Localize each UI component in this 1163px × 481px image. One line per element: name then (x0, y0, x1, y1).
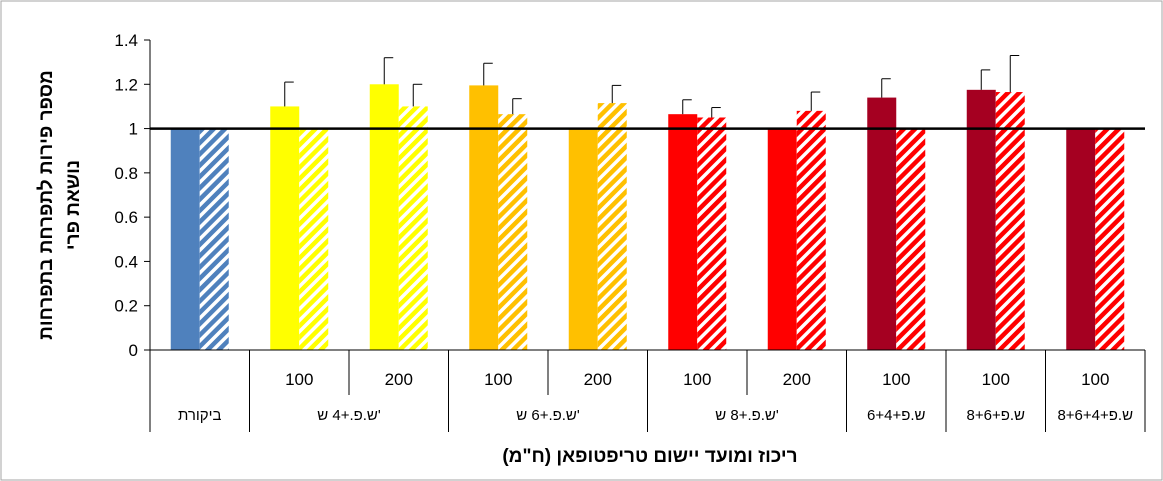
x-axis-categories: 100 200 100 200 100 200 100 100 100 (149, 350, 1146, 395)
y-tick-label: 1 (129, 120, 138, 139)
solid-bar (867, 97, 897, 350)
y-tick-label: 0.6 (114, 208, 138, 227)
error-bars (284, 55, 1020, 118)
solid-bar (469, 85, 499, 351)
solid-bar (369, 84, 399, 351)
y-tick-label: 1.2 (114, 75, 138, 94)
x-category-label: 200 (783, 370, 811, 389)
y-tick-label: 0.8 (114, 164, 138, 183)
solid-bar (767, 128, 797, 350)
striped-bar (398, 106, 428, 350)
x-group-label: ש.פ.+4 ש' (317, 407, 381, 424)
x-category-label: 100 (683, 370, 711, 389)
x-category-label: 100 (484, 370, 512, 389)
x-axis-groups: ביקורת ש.פ.+4 ש' ש.פ.+6 ש' ש.פ.+8 ש' ש.פ+6+4… (149, 395, 1146, 432)
solid-bar (270, 106, 300, 350)
y-axis-title-line-1: מספר פירות לתפרחת בתפרחות (36, 70, 57, 340)
striped-bar (995, 92, 1025, 351)
x-category-label: 100 (1081, 370, 1109, 389)
y-axis-title: מספר פירות לתפרחת בתפרחות נושאת פרי (36, 70, 84, 340)
y-tick-label: 0.2 (114, 297, 138, 316)
x-group-label: ש.פ.+8 ש' (715, 407, 779, 424)
x-group-label: ש.פ+8+6+4 (1057, 407, 1133, 424)
y-tick-label: 1.4 (114, 31, 138, 50)
x-group-label: ביקורת (178, 407, 222, 424)
striped-bar (597, 103, 627, 350)
x-category-label: 100 (882, 370, 910, 389)
y-tick-label: 0 (129, 341, 138, 360)
striped-bar (299, 128, 329, 350)
striped-bar (697, 117, 727, 350)
y-axis-ticks: 0 0.2 0.4 0.6 0.8 1 1.2 1.4 (114, 31, 150, 360)
x-group-label: ש.פ+8+6 (967, 407, 1026, 424)
bars (170, 84, 1125, 351)
striped-bar (498, 114, 528, 350)
x-category-label: 200 (385, 370, 413, 389)
striped-bar (796, 110, 826, 350)
y-axis-title-line-2: נושאת פרי (63, 160, 84, 250)
solid-bar (568, 128, 598, 350)
x-axis-title: ריכוז ומועד יישום טריפטופאן (ח"מ) (502, 446, 797, 467)
x-group-label: ש.פ.+6 ש' (516, 407, 580, 424)
solid-bar (966, 89, 996, 351)
solid-bar (170, 128, 200, 350)
solid-bar (1066, 128, 1096, 350)
striped-bar (896, 128, 926, 350)
y-tick-label: 0.4 (114, 252, 138, 271)
striped-bar (1095, 128, 1125, 350)
solid-bar (668, 114, 698, 350)
x-category-label: 100 (982, 370, 1010, 389)
x-category-label: 200 (584, 370, 612, 389)
striped-bar (199, 128, 229, 350)
x-group-label: ש.פ+6+4 (867, 407, 926, 424)
x-category-label: 100 (285, 370, 313, 389)
